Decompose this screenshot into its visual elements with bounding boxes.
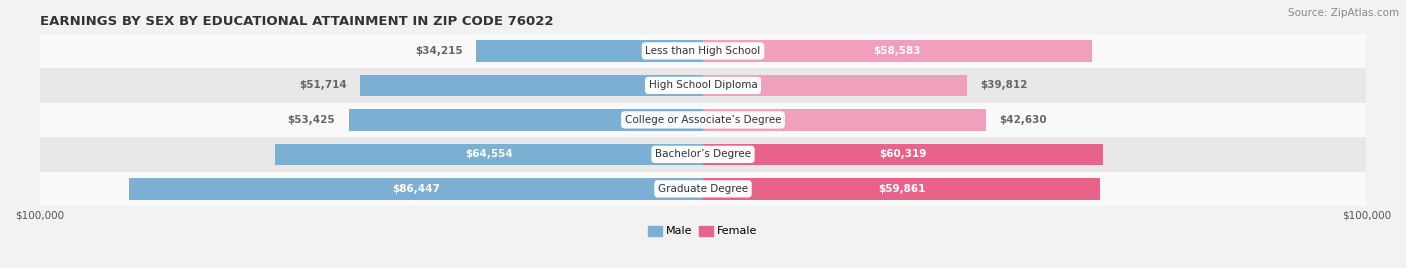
Text: Less than High School: Less than High School	[645, 46, 761, 56]
Text: High School Diploma: High School Diploma	[648, 80, 758, 90]
Bar	[703, 75, 967, 96]
Text: $58,583: $58,583	[873, 46, 921, 56]
Bar	[477, 40, 703, 62]
Text: Bachelor’s Degree: Bachelor’s Degree	[655, 149, 751, 159]
Bar	[39, 103, 1367, 137]
Text: $51,714: $51,714	[299, 80, 347, 90]
Bar	[360, 75, 703, 96]
Bar	[129, 178, 703, 199]
Text: $60,319: $60,319	[879, 149, 927, 159]
Bar	[274, 144, 703, 165]
Text: EARNINGS BY SEX BY EDUCATIONAL ATTAINMENT IN ZIP CODE 76022: EARNINGS BY SEX BY EDUCATIONAL ATTAINMEN…	[39, 15, 553, 28]
Text: $53,425: $53,425	[288, 115, 335, 125]
Text: Graduate Degree: Graduate Degree	[658, 184, 748, 194]
Text: $39,812: $39,812	[980, 80, 1028, 90]
Bar	[39, 137, 1367, 172]
Text: $64,554: $64,554	[465, 149, 513, 159]
Bar	[703, 40, 1091, 62]
Bar	[39, 68, 1367, 103]
Bar	[703, 178, 1099, 199]
Bar	[39, 34, 1367, 68]
Bar	[39, 172, 1367, 206]
Text: College or Associate’s Degree: College or Associate’s Degree	[624, 115, 782, 125]
Text: $34,215: $34,215	[415, 46, 463, 56]
Bar	[349, 109, 703, 131]
Bar	[703, 109, 986, 131]
Text: $59,861: $59,861	[877, 184, 925, 194]
Legend: Male, Female: Male, Female	[644, 221, 762, 241]
Text: Source: ZipAtlas.com: Source: ZipAtlas.com	[1288, 8, 1399, 18]
Text: $86,447: $86,447	[392, 184, 440, 194]
Text: $42,630: $42,630	[1000, 115, 1046, 125]
Bar	[703, 144, 1104, 165]
